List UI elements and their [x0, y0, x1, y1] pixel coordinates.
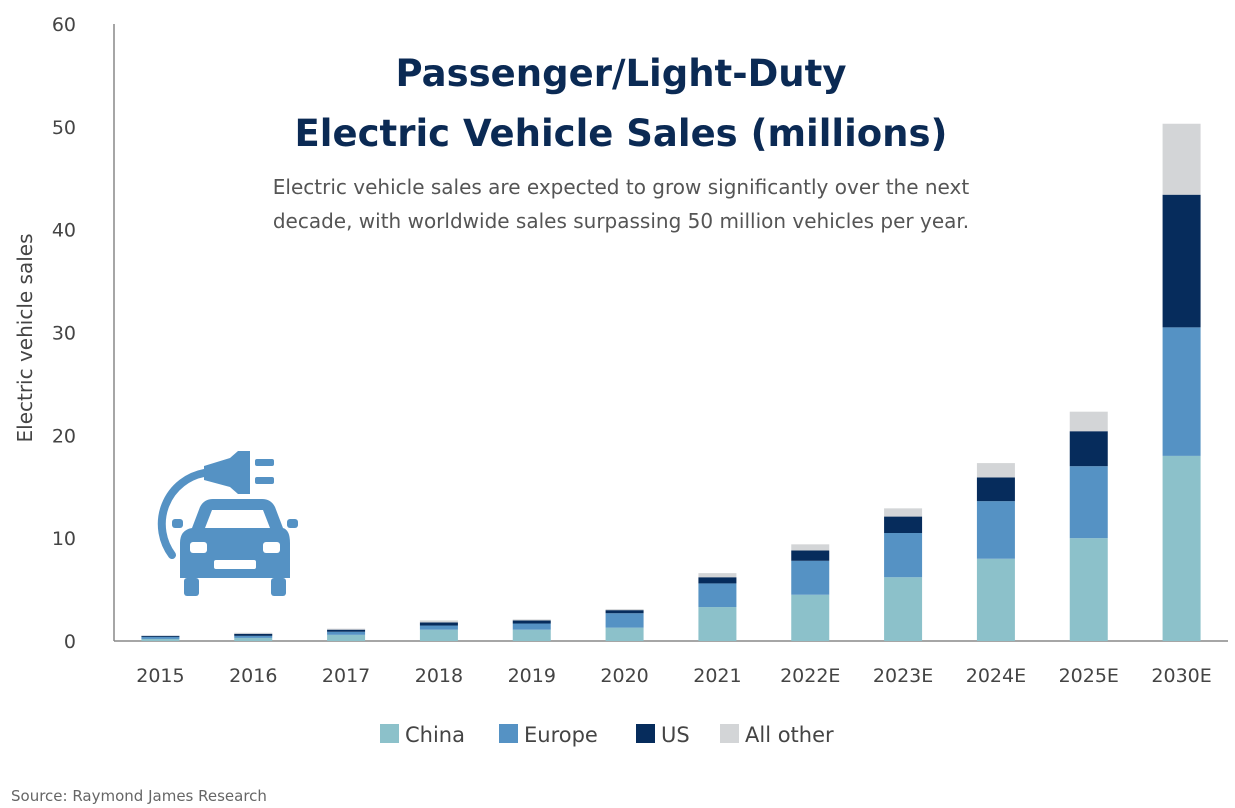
y-tick-label: 60 — [52, 14, 76, 36]
bar-segment — [512, 629, 551, 641]
bar-segment — [141, 635, 180, 637]
bar-segment — [512, 623, 551, 630]
bar-segment — [234, 632, 273, 634]
y-tick-label: 30 — [52, 323, 76, 345]
chart-title-line-1: Passenger/Light-Duty — [396, 52, 847, 95]
legend-label: Europe — [524, 723, 598, 747]
bar-segment — [234, 635, 273, 638]
y-tick-labels: 0 10 20 30 40 50 60 — [52, 14, 76, 653]
bar-segment — [327, 628, 366, 630]
chart-title-line-2: Electric Vehicle Sales (millions) — [295, 112, 948, 155]
bar-segment — [327, 631, 366, 635]
bar-segment — [141, 636, 180, 639]
x-tick-label: 2021 — [693, 665, 741, 687]
y-tick-label: 20 — [52, 425, 76, 447]
bar-segment — [1069, 538, 1108, 641]
y-tick-label: 10 — [52, 528, 76, 550]
bar-segment — [1069, 466, 1108, 539]
bar-segment — [1069, 431, 1108, 467]
bar-segment — [698, 583, 737, 608]
bar-segment — [1162, 455, 1201, 641]
bar-segment — [512, 619, 551, 621]
bar-segment — [791, 550, 830, 561]
bar-segment — [419, 622, 458, 626]
bar-segment — [234, 637, 273, 641]
bar-segment — [419, 629, 458, 641]
legend-label: China — [405, 723, 465, 747]
x-tick-label: 2023E — [873, 665, 933, 687]
y-axis-title: Electric vehicle sales — [13, 233, 37, 442]
bar-segment — [605, 610, 644, 614]
y-tick-label: 0 — [64, 631, 76, 653]
x-tick-label: 2030E — [1151, 665, 1211, 687]
bar-segment — [884, 508, 923, 517]
bar-segment — [605, 613, 644, 628]
y-tick-label: 40 — [52, 220, 76, 242]
bar-segment — [698, 577, 737, 584]
bar-segment — [976, 477, 1015, 502]
bar-segment — [976, 558, 1015, 641]
bar-segment — [327, 634, 366, 641]
legend-swatch — [380, 724, 399, 743]
x-tick-label: 2017 — [322, 665, 370, 687]
chart-subtitle-line-2: decade, with worldwide sales surpassing … — [273, 209, 969, 233]
bar-segment — [512, 620, 551, 624]
bar-segment — [884, 533, 923, 578]
bar-segment — [1162, 123, 1201, 195]
legend-label: All other — [745, 723, 834, 747]
bar-segment — [884, 516, 923, 534]
electric-car-plug-icon — [157, 451, 298, 596]
chart-subtitle-line-1: Electric vehicle sales are expected to g… — [273, 175, 970, 199]
bar-segment — [698, 607, 737, 641]
legend: China Europe US All other — [380, 723, 834, 747]
x-tick-label: 2024E — [966, 665, 1026, 687]
bar-segment — [419, 620, 458, 623]
bar-segment — [791, 594, 830, 641]
x-tick-label: 2016 — [229, 665, 277, 687]
legend-swatch — [499, 724, 518, 743]
bar-segment — [1069, 411, 1108, 432]
bar-segment — [698, 573, 737, 578]
bar-segment — [327, 629, 366, 632]
bar-segment — [976, 463, 1015, 478]
source-note: Source: Raymond James Research — [11, 787, 267, 805]
y-tick-label: 50 — [52, 117, 76, 139]
legend-label: US — [661, 723, 690, 747]
bar-segment — [419, 625, 458, 630]
x-tick-label: 2022E — [780, 665, 840, 687]
bar-segment — [141, 638, 180, 641]
bar-segment — [1162, 194, 1201, 328]
x-tick-label: 2025E — [1059, 665, 1119, 687]
x-tick-label: 2018 — [415, 665, 463, 687]
bar-segment — [976, 501, 1015, 559]
x-tick-labels: 2015 2016 2017 2018 2019 2020 2021 2022E 2023E 20… — [136, 665, 1212, 687]
bar-segment — [791, 544, 830, 551]
x-tick-label: 2019 — [508, 665, 556, 687]
legend-swatch — [636, 724, 655, 743]
bar-segment — [1162, 327, 1201, 456]
bar-segment — [605, 609, 644, 611]
bars-group — [141, 123, 1201, 641]
x-tick-label: 2015 — [136, 665, 184, 687]
x-tick-label: 2020 — [600, 665, 648, 687]
legend-swatch — [720, 724, 739, 743]
bar-segment — [884, 577, 923, 641]
bar-segment — [234, 633, 273, 636]
bar-segment — [605, 627, 644, 641]
bar-segment — [791, 560, 830, 595]
